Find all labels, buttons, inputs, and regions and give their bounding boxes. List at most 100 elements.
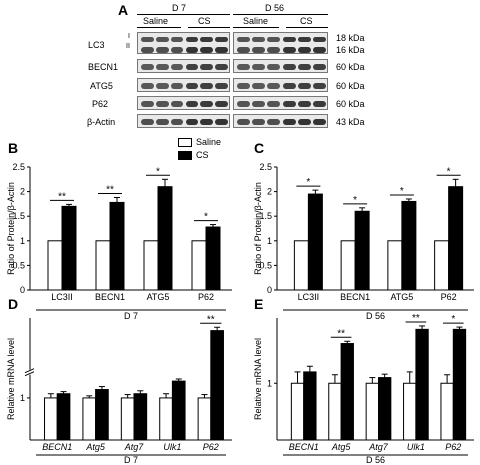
category-label-b: LC3II [51,292,73,302]
legend-label-cs: CS [196,150,209,160]
y-tick-label-b: 2.5 [12,162,25,172]
blot-band [141,64,154,70]
y-tick-label-b: 1 [20,236,25,246]
blot-band [312,37,326,42]
blot-band [267,83,281,89]
bar-cs-e [340,343,354,441]
bar-saline-b [95,240,111,291]
category-label-d: P62 [203,442,219,452]
blot-band [282,83,296,89]
blot-band [141,47,154,53]
legend-swatch-saline [178,138,192,147]
blot-band [237,47,251,53]
blot-strip-lc3-d56 [233,32,328,54]
blot-band [155,37,169,42]
bar-cs-c [401,200,417,291]
blot-label-lc3: LC3 [88,40,105,50]
y-tick-label-c: 1 [267,236,272,246]
blot-band [170,47,184,53]
bar-cs-d [210,330,224,441]
y-axis-label-b: Ratio of Protein/β-Actin [6,182,16,275]
kda-beta-actin: 43 kDa [336,117,365,127]
panel-label-e: E [254,296,264,312]
blot-band [312,64,326,70]
bar-cs-b [109,201,125,291]
blot-band [267,47,281,53]
kda-lc3-i: 18 kDa [336,33,365,43]
significance-label-e: ** [412,313,420,324]
category-label-c: BECN1 [340,292,370,302]
blot-band [185,37,199,42]
group-label-b: D 7 [124,311,138,321]
blot-band [141,83,154,89]
blot-band [185,101,199,107]
axis-break-mark-d [24,368,35,374]
bar-saline-c [387,240,403,291]
blot-band [185,64,199,70]
blot-band [282,64,296,70]
group-label-c: D 56 [366,311,385,321]
bar-saline-e [328,382,342,441]
blot-band [312,101,326,107]
blot-strip-beta-actin-d56 [233,114,328,128]
blot-band [215,37,228,42]
significance-label-b: ** [58,191,66,202]
group-header-cs-d7: CS [198,16,211,26]
axis-break-mark-d [24,371,35,377]
bar-cs-c [448,186,464,291]
blot-band [185,119,199,125]
bar-cs-d [95,389,109,441]
blot-band [170,64,184,70]
panel-label-b: B [8,140,19,156]
blot-strip-becn1-d7 [137,59,230,73]
kda-atg5: 60 kDa [336,81,365,91]
category-label-c: LC3II [298,292,320,302]
group-header-cs-d56: CS [300,16,313,26]
significance-label-e: * [451,314,455,325]
category-label-d: Ulk1 [163,442,181,452]
blot-band [215,101,228,107]
bar-cs-e [303,371,317,441]
bar-cs-b [157,186,173,291]
blot-band [215,119,228,125]
blot-label-beta-actin: β-Actin [87,117,116,127]
kda-p62: 60 kDa [336,99,365,109]
blot-band [237,119,251,125]
panel-label-a: A [118,2,129,18]
bar-saline-e [365,382,379,441]
bar-cs-c [307,193,323,291]
bar-saline-d [120,397,135,441]
kda-becn1: 60 kDa [336,62,365,72]
blot-band [170,37,184,42]
significance-label-e: ** [337,328,345,339]
category-label-e: BECN1 [289,442,319,452]
blot-band [267,119,281,125]
blot-strip-p62-d56 [233,96,328,110]
blot-band [267,37,281,42]
blot-band [200,64,214,70]
blot-strip-becn1-d56 [233,59,328,73]
blot-band [267,64,281,70]
blot-band [297,64,311,70]
blot-band [312,83,326,89]
bar-saline-d [82,397,97,441]
category-label-e: Atg7 [368,442,389,452]
bar-cs-d [171,380,186,441]
blot-band [185,83,199,89]
bar-cs-e [378,377,392,441]
blot-label-becn1: BECN1 [88,62,119,72]
significance-label-b: ** [106,185,114,196]
legend-label-saline: Saline [196,137,222,147]
blot-strip-atg5-d56 [233,78,328,92]
day-header-d56: D 56 [265,3,285,13]
y-tick-label-c: 0 [267,285,272,295]
group-header-saline-d56: Saline [243,16,269,26]
blot-band [155,119,169,125]
panel-label-d: D [8,296,19,312]
blot-band [200,47,214,53]
blot-band [215,47,228,53]
blot-band [237,101,251,107]
category-label-e: P62 [445,442,461,452]
blot-label-atg5: ATG5 [90,81,113,91]
y-tick-label-c: 1.5 [259,211,272,221]
